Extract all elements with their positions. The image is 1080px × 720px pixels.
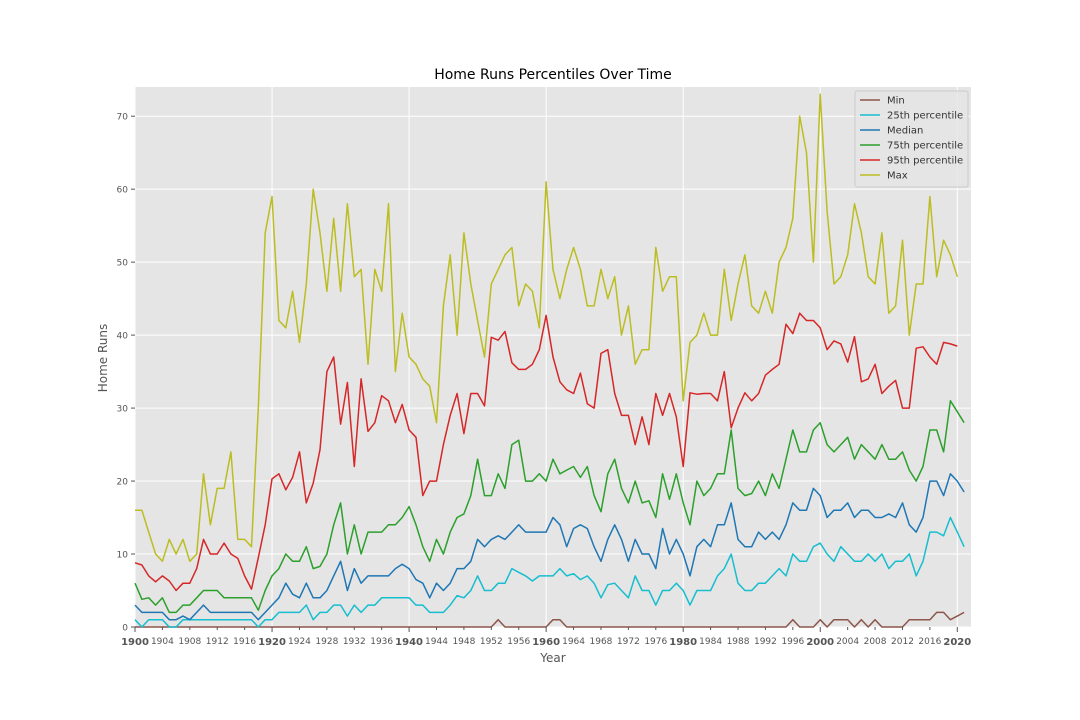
x-tick-label-minor: 1968 (590, 637, 613, 647)
x-tick-label-minor: 1948 (452, 637, 475, 647)
x-tick-label-major: 1920 (258, 637, 286, 648)
x-tick-label-major: 1900 (121, 637, 149, 648)
y-tick-label: 60 (117, 186, 129, 196)
y-tick-label: 10 (117, 551, 129, 561)
series-lines (134, 93, 965, 628)
x-tick-label-minor: 1928 (315, 637, 338, 647)
legend-label: 25th percentile (887, 111, 963, 122)
y-tick-label: 20 (117, 478, 129, 488)
x-tick-label-minor: 2008 (864, 637, 887, 647)
x-tick-label-minor: 1992 (754, 637, 777, 647)
x-tick-label-major: 2020 (943, 637, 971, 648)
legend-label: 75th percentile (887, 141, 963, 152)
x-tick-label-minor: 1944 (425, 637, 448, 647)
y-tick-label: 50 (117, 259, 129, 269)
legend-label: Min (887, 96, 905, 107)
x-tick-label-minor: 1912 (206, 637, 229, 647)
x-tick-label-minor: 1936 (370, 637, 393, 647)
x-tick-label-minor: 2012 (891, 637, 914, 647)
x-tick-label-minor: 1964 (562, 637, 585, 647)
x-tick-label-major: 1960 (532, 637, 560, 648)
x-tick-label-minor: 1952 (480, 637, 503, 647)
legend-box (854, 90, 969, 188)
y-tick-label: 40 (117, 332, 129, 342)
x-tick-label-major: 1940 (395, 637, 423, 648)
x-tick-label-minor: 1984 (699, 637, 722, 647)
x-tick-label-minor: 1996 (781, 637, 804, 647)
x-axis-label: Year (539, 651, 565, 665)
legend-label: Median (887, 126, 923, 137)
series-line-max (135, 93, 959, 563)
x-tick-label-minor: 1916 (233, 637, 256, 647)
x-tick-label-minor: 1908 (178, 637, 201, 647)
series-line-95th-percentile (134, 312, 958, 592)
y-tick-label: 30 (117, 405, 129, 415)
y-axis-label: Home Runs (96, 324, 110, 393)
x-axis-ticks: 1900 1920 1940 1960 1980 2000 2020 1904 1908 1912… (121, 627, 971, 648)
series-line-75th-percentile (134, 400, 965, 614)
x-tick-label-minor: 1904 (151, 637, 174, 647)
legend: Min 25th percentile Median 75th percentile 9… (854, 90, 969, 188)
legend-label: 95th percentile (887, 156, 963, 167)
x-tick-label-minor: 2016 (918, 637, 941, 647)
x-tick-label-minor: 2004 (836, 637, 859, 647)
x-tick-label-minor: 1924 (288, 637, 311, 647)
y-axis-ticks: 0 10 20 30 40 50 60 70 (117, 113, 135, 634)
x-tick-label-minor: 1956 (507, 637, 530, 647)
y-tick-label: 70 (117, 113, 129, 123)
series-line-25th-percentile (134, 516, 965, 628)
series-line-median (134, 473, 965, 621)
x-tick-label-minor: 1988 (727, 637, 750, 647)
x-tick-label-major: 2000 (806, 637, 834, 648)
x-tick-label-minor: 1972 (617, 637, 640, 647)
x-tick-label-minor: 1976 (644, 637, 667, 647)
series-line-min (135, 611, 965, 628)
x-tick-label-major: 1980 (669, 637, 697, 648)
x-tick-label-minor: 1932 (343, 637, 366, 647)
chart-title: Home Runs Percentiles Over Time (434, 67, 672, 83)
y-tick-label: 0 (122, 624, 128, 634)
legend-label: Max (887, 171, 908, 182)
